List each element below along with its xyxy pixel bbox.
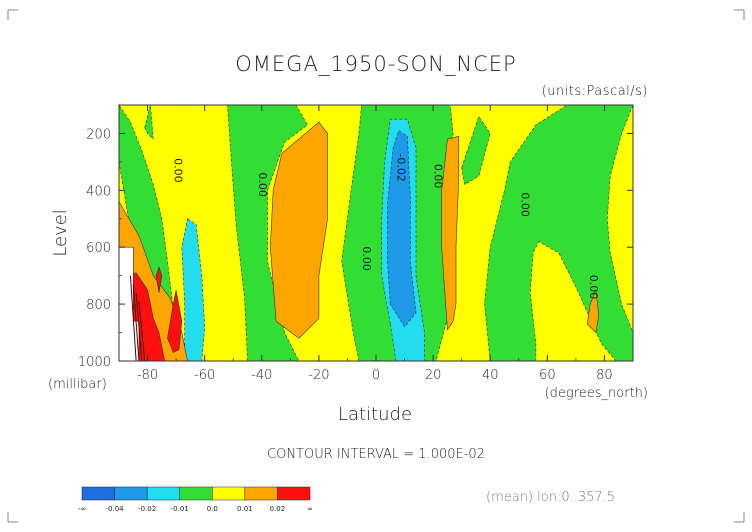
- legend-swatch-3: [146, 486, 180, 501]
- legend-level-label: -0.02: [138, 505, 156, 513]
- legend-level-label: 0.0: [207, 505, 218, 513]
- legend-level-label: 0.01: [237, 505, 253, 513]
- contour-label-2: 0.00: [256, 172, 269, 197]
- legend-swatch-6: [244, 486, 278, 501]
- legend-swatch-4: [179, 486, 213, 501]
- x-axis-title: Latitude: [338, 404, 412, 425]
- legend-level-label: ∞: [307, 505, 313, 513]
- x-axis: -80 -60 -40 -20 0 20 40 60 80: [118, 105, 634, 383]
- contour-region-17: [167, 289, 183, 353]
- color-legend: -∞ -0.04 -0.02 -0.01 0.0 0.01 0.02 ∞: [78, 486, 313, 513]
- contour-label-5: 0.00: [519, 192, 532, 217]
- contour-region-14: [441, 135, 460, 331]
- y-tick-label: 1000: [78, 355, 111, 370]
- contour-region-1: [119, 105, 200, 361]
- x-tick-label: 60: [539, 368, 556, 383]
- contour-label-3: -0.02: [394, 153, 407, 181]
- corner-marks: [7, 9, 745, 523]
- contour-label-6: 0.00: [360, 246, 373, 271]
- contour-label-7: 0.00: [587, 275, 600, 300]
- legend-level-label: -0.01: [171, 505, 189, 513]
- contour-region-6: [461, 115, 491, 186]
- units-label: (units:Pascal/s): [542, 84, 648, 99]
- contour-labels: 0.00 0.00 -0.02 0.00 0.00 0.00 0.00: [172, 153, 601, 299]
- legend-swatch-5: [212, 486, 246, 501]
- plot-area: 0.00 0.00 -0.02 0.00 0.00 0.00 0.00: [119, 105, 633, 361]
- x-tick-label: -80: [137, 368, 158, 383]
- x-tick-label: -20: [308, 368, 329, 383]
- contour-region-11: [387, 130, 417, 328]
- mean-lon-text: (mean) lon:0..357.5: [486, 490, 615, 505]
- legend-swatch-1: [81, 486, 115, 501]
- y-tick-label: 800: [86, 298, 111, 313]
- hatch-line-1: [129, 275, 137, 361]
- y-tick-label: 400: [86, 184, 111, 199]
- contour-region-5: [144, 105, 154, 140]
- contour-region-2: [227, 105, 308, 361]
- x-tick-label: 0: [372, 368, 380, 383]
- x-tick-label: 40: [482, 368, 499, 383]
- legend-level-label: 0.02: [270, 505, 286, 513]
- contour-label-4: 0.00: [432, 164, 445, 189]
- y-axis: 200 400 600 800 1000: [78, 104, 633, 370]
- y-tick-label: 600: [86, 241, 111, 256]
- x-tick-label: 20: [425, 368, 442, 383]
- contour-interval-text: CONTOUR INTERVAL = 1.000E-02: [267, 447, 485, 462]
- hatch-line-2: [132, 284, 140, 361]
- x-tick-label: 80: [596, 368, 613, 383]
- contour-region-8: [181, 218, 206, 361]
- chart-title: OMEGA_1950-SON_NCEP: [235, 52, 516, 76]
- contour-region-13: [269, 121, 328, 339]
- x-axis-units: (degrees_north): [545, 386, 648, 401]
- y-axis-title: Level: [50, 209, 71, 257]
- legend-swatch-7: [277, 486, 311, 501]
- hatch-line-3: [135, 292, 143, 361]
- x-tick-label: -60: [194, 368, 215, 383]
- legend-level-label: -∞: [78, 505, 86, 513]
- legend-level-label: -0.04: [106, 505, 125, 513]
- contour-region-18: [155, 266, 163, 293]
- legend-swatch-2: [114, 486, 148, 501]
- y-tick-label: 200: [86, 127, 111, 142]
- contour-region-15: [586, 289, 600, 334]
- y-axis-units: (millibar): [48, 377, 107, 392]
- contour-fills: [119, 105, 633, 361]
- hatch-line-4: [138, 301, 146, 361]
- x-tick-label: -40: [251, 368, 272, 383]
- contour-label-1: 0.00: [172, 158, 185, 183]
